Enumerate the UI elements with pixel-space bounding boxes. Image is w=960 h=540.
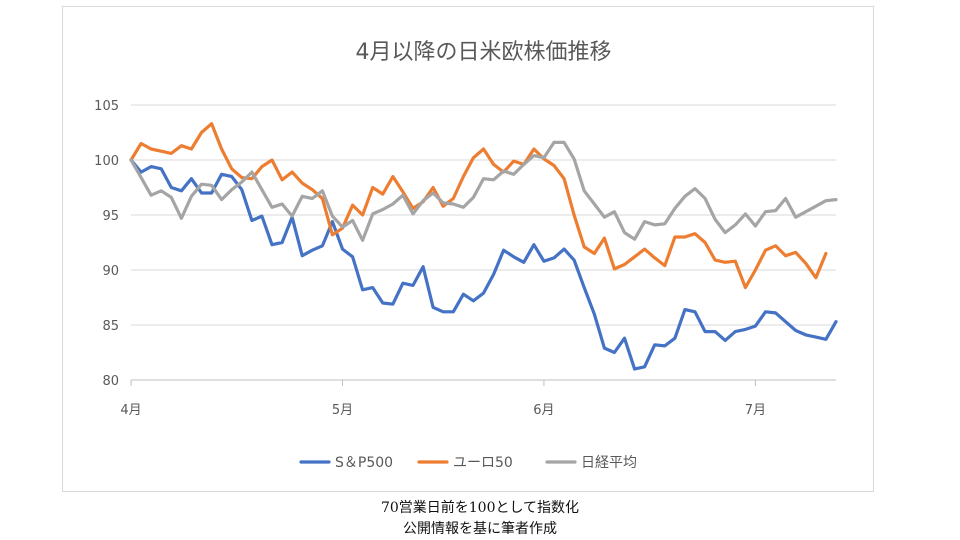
x-tick-label: 4月 xyxy=(120,403,141,418)
caption-source: 公開情報を基に筆者作成 xyxy=(403,521,557,537)
y-tick-label: 85 xyxy=(102,319,119,334)
y-tick-label: 90 xyxy=(102,264,119,279)
chart-title: 4月以降の日米欧株価推移 xyxy=(356,40,612,65)
x-tick-label: 5月 xyxy=(332,403,353,418)
caption-note: 70営業日前を100として指数化 xyxy=(380,500,580,516)
chart-frame: 4月以降の日米欧株価推移 80 85 90 95 100 105 4月 5月 6月 7月 S＆P500… xyxy=(62,6,874,492)
y-tick-label: 100 xyxy=(94,154,119,169)
legend-label: 日経平均 xyxy=(581,455,637,471)
legend-label: ユーロ50 xyxy=(453,455,513,471)
legend-label: S＆P500 xyxy=(335,455,393,471)
series-line-2 xyxy=(129,122,828,290)
x-tick-label: 7月 xyxy=(745,403,766,418)
y-tick-label: 105 xyxy=(94,99,119,114)
x-tick-label: 6月 xyxy=(533,403,554,418)
y-tick-label: 95 xyxy=(102,209,119,224)
series-line-3 xyxy=(129,140,838,242)
series-line-1 xyxy=(129,158,838,371)
y-tick-label: 80 xyxy=(102,374,119,389)
line-chart: 4月以降の日米欧株価推移 80 85 90 95 100 105 4月 5月 6月 7月 S＆P500… xyxy=(94,40,838,471)
